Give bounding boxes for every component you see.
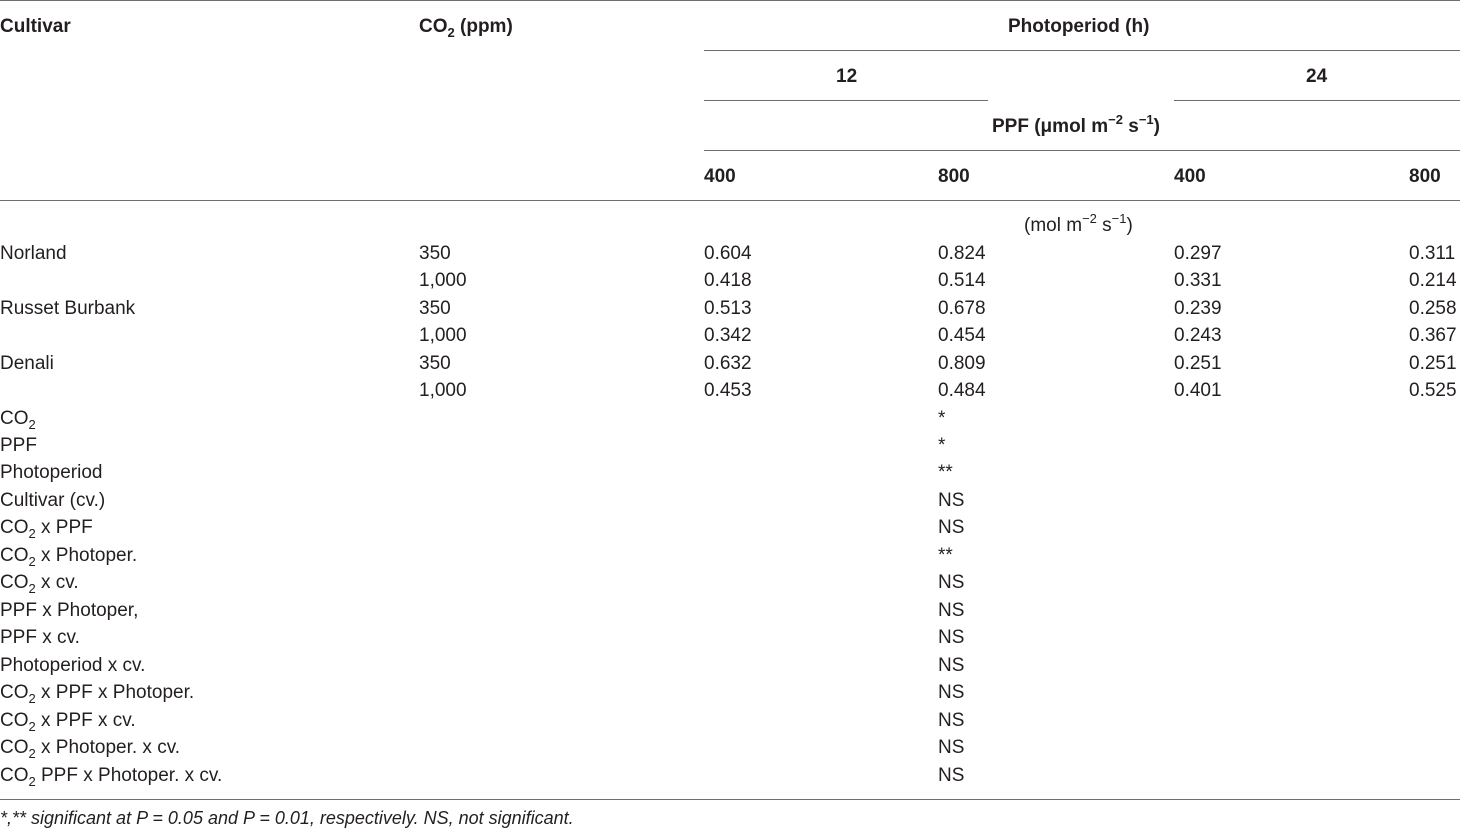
photo-24-rule: [1174, 100, 1460, 101]
row-4-val-0: 0.632: [704, 353, 752, 374]
anova-5-sig: **: [938, 545, 953, 566]
row-2-co2: 350: [419, 298, 451, 319]
row-5-co2: 1,000: [419, 380, 467, 401]
anova-9-sig: NS: [938, 655, 965, 676]
top-rule: [0, 0, 1460, 1]
header-photoperiod: Photoperiod (h): [1008, 16, 1150, 37]
anova-12-label: CO2 x Photoper. x cv.: [0, 737, 181, 761]
anova-10-sig: NS: [938, 682, 965, 703]
row-1-co2: 1,000: [419, 270, 467, 291]
header-col-24-800: 800: [1409, 166, 1441, 187]
row-3-val-2: 0.243: [1174, 325, 1222, 346]
header-photoperiod-12: 12: [836, 66, 858, 87]
row-2-val-3: 0.258: [1409, 298, 1457, 319]
unit-label: (mol m−2 s−1): [1024, 211, 1133, 236]
row-5-val-1: 0.484: [938, 380, 986, 401]
row-5-val-3: 0.525: [1409, 380, 1457, 401]
row-1-val-1: 0.514: [938, 270, 986, 291]
row-0-val-1: 0.824: [938, 243, 986, 264]
anova-3-sig: NS: [938, 490, 965, 511]
row-2-cultivar: Russet Burbank: [0, 298, 136, 319]
row-0-co2: 350: [419, 243, 451, 264]
row-4-val-2: 0.251: [1174, 353, 1222, 374]
anova-4-label: CO2 x PPF: [0, 517, 93, 541]
row-5-val-0: 0.453: [704, 380, 752, 401]
anova-1-sig: *: [938, 435, 946, 456]
photoperiod-rule: [704, 50, 1460, 51]
row-4-val-1: 0.809: [938, 353, 986, 374]
row-3-val-0: 0.342: [704, 325, 752, 346]
header-cultivar: Cultivar: [0, 16, 71, 37]
photo-12-rule: [704, 100, 988, 101]
row-0-val-2: 0.297: [1174, 243, 1222, 264]
header-col-12-400: 400: [704, 166, 736, 187]
row-0-val-0: 0.604: [704, 243, 752, 264]
anova-11-label: CO2 x PPF x cv.: [0, 710, 136, 734]
table-footnote: *,** significant at P = 0.05 and P = 0.0…: [0, 808, 574, 828]
anova-2-label: Photoperiod: [0, 462, 103, 483]
anova-13-label: CO2 PPF x Photoper. x cv.: [0, 765, 223, 789]
anova-3-label: Cultivar (cv.): [0, 490, 106, 511]
anova-7-sig: NS: [938, 600, 965, 621]
row-1-val-0: 0.418: [704, 270, 752, 291]
anova-8-label: PPF x cv.: [0, 627, 80, 648]
anova-11-sig: NS: [938, 710, 965, 731]
anova-0-sig: *: [938, 408, 946, 429]
row-1-val-2: 0.331: [1174, 270, 1222, 291]
header-bottom-rule: [0, 200, 1460, 201]
anova-4-sig: NS: [938, 517, 965, 538]
header-col-24-400: 400: [1174, 166, 1206, 187]
row-2-val-0: 0.513: [704, 298, 752, 319]
anova-13-sig: NS: [938, 765, 965, 786]
row-4-cultivar: Denali: [0, 353, 54, 374]
anova-6-label: CO2 x cv.: [0, 572, 79, 596]
row-4-val-3: 0.251: [1409, 353, 1457, 374]
anova-1-label: PPF: [0, 435, 37, 456]
anova-9-label: Photoperiod x cv.: [0, 655, 146, 676]
anova-10-label: CO2 x PPF x Photoper.: [0, 682, 195, 706]
row-0-val-3: 0.311: [1409, 243, 1456, 264]
anova-2-sig: **: [938, 462, 953, 483]
anova-8-sig: NS: [938, 627, 965, 648]
header-photoperiod-24: 24: [1306, 66, 1328, 87]
anova-7-label: PPF x Photoper,: [0, 600, 139, 621]
header-ppf: PPF (μmol m−2 s−1): [992, 112, 1160, 137]
row-2-val-1: 0.678: [938, 298, 986, 319]
header-co2: CO2 (ppm): [419, 16, 513, 40]
table-bottom-rule: [0, 799, 1460, 800]
row-2-val-2: 0.239: [1174, 298, 1222, 319]
anova-0-label: CO2: [0, 408, 36, 432]
ppf-rule: [704, 150, 1460, 151]
anova-12-sig: NS: [938, 737, 965, 758]
row-3-val-3: 0.367: [1409, 325, 1457, 346]
anova-6-sig: NS: [938, 572, 965, 593]
row-1-val-3: 0.214: [1409, 270, 1457, 291]
row-4-co2: 350: [419, 353, 451, 374]
row-3-val-1: 0.454: [938, 325, 986, 346]
row-0-cultivar: Norland: [0, 243, 67, 264]
header-col-12-800: 800: [938, 166, 970, 187]
anova-5-label: CO2 x Photoper.: [0, 545, 138, 569]
row-3-co2: 1,000: [419, 325, 467, 346]
row-5-val-2: 0.401: [1174, 380, 1222, 401]
